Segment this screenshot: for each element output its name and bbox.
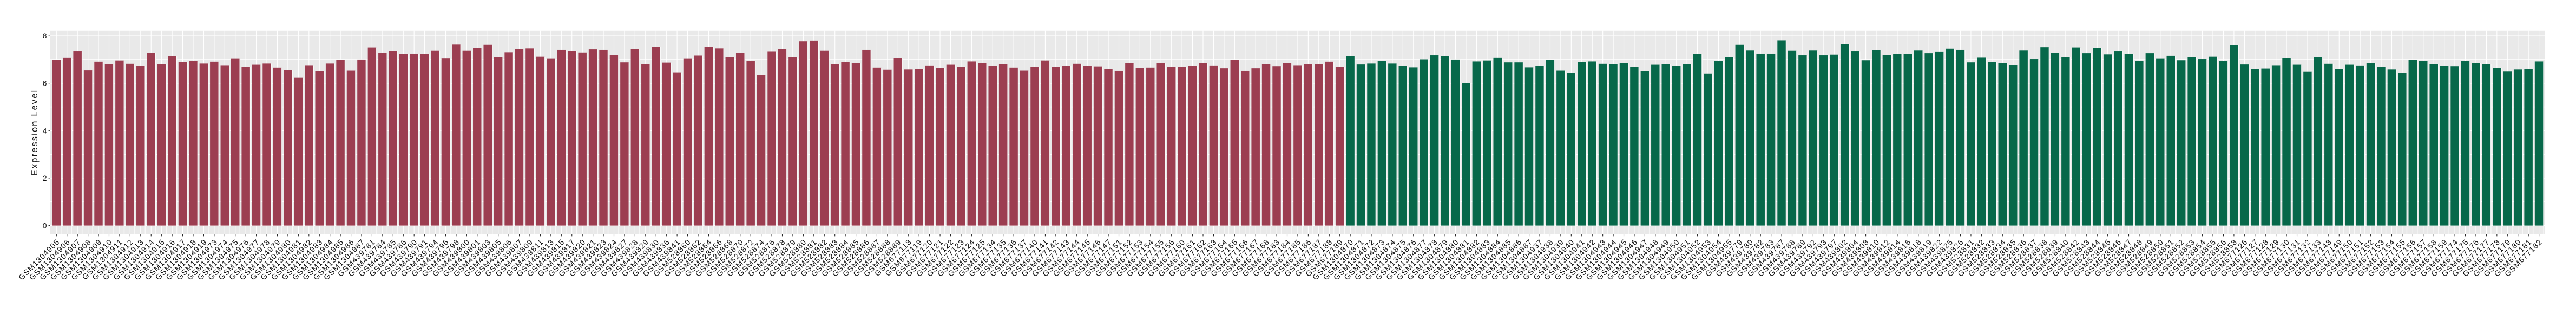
svg-text:Expression Level: Expression Level <box>30 89 40 176</box>
svg-text:8: 8 <box>43 31 47 40</box>
svg-text:6: 6 <box>43 79 47 88</box>
svg-text:4: 4 <box>43 126 47 135</box>
svg-text:2: 2 <box>43 174 47 182</box>
svg-text:0: 0 <box>43 221 47 230</box>
